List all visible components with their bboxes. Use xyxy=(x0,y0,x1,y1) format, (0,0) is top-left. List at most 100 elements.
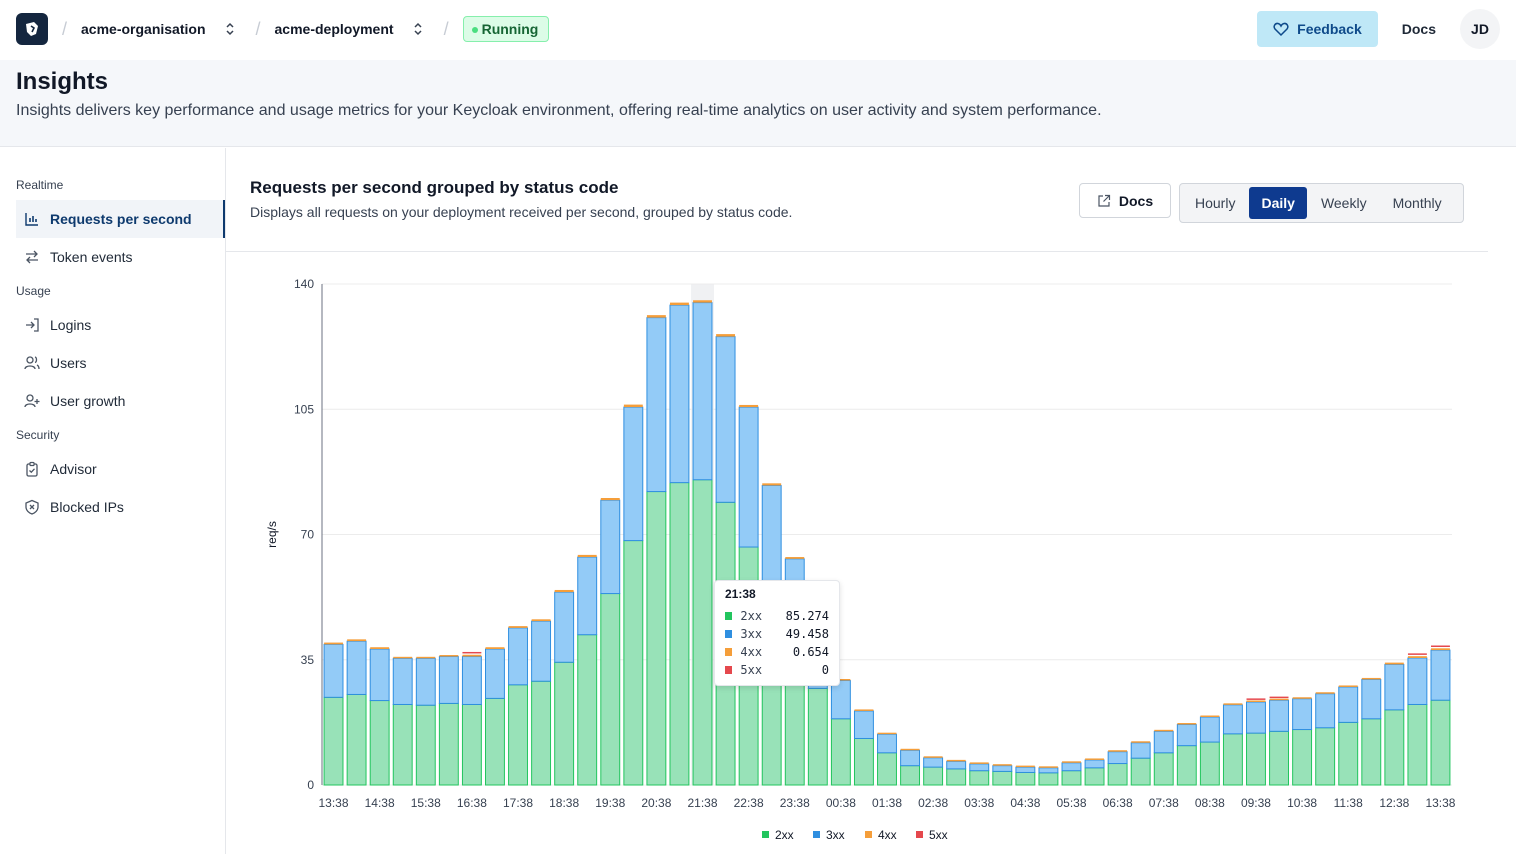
period-hourly[interactable]: Hourly xyxy=(1195,195,1236,211)
bar-2xx[interactable] xyxy=(1246,732,1266,786)
bar-3xx[interactable] xyxy=(738,406,759,548)
bar-2xx[interactable] xyxy=(323,696,344,786)
bar-3xx[interactable] xyxy=(1315,693,1336,729)
bar-2xx[interactable] xyxy=(646,491,667,786)
bar-2xx[interactable] xyxy=(853,737,874,786)
bar-4xx[interactable] xyxy=(531,619,551,622)
bar-3xx[interactable] xyxy=(623,406,644,542)
bar-4xx[interactable] xyxy=(831,679,851,681)
bar-4xx[interactable] xyxy=(1015,765,1035,768)
bar-4xx[interactable] xyxy=(1177,723,1197,725)
bar-2xx[interactable] xyxy=(1384,709,1405,786)
bar-2xx[interactable] xyxy=(669,482,690,786)
bar-3xx[interactable] xyxy=(669,304,690,484)
bar-4xx[interactable] xyxy=(1269,698,1289,701)
bar-4xx[interactable] xyxy=(324,642,343,645)
sidebar-item-advisor[interactable]: Advisor xyxy=(16,450,225,488)
bar-4xx[interactable] xyxy=(1407,656,1427,658)
bar-4xx[interactable] xyxy=(1246,700,1266,702)
bar-2xx[interactable] xyxy=(554,661,575,786)
bar-2xx[interactable] xyxy=(485,697,505,786)
bar-4xx[interactable] xyxy=(1315,692,1335,694)
bar-3xx[interactable] xyxy=(1130,742,1151,759)
docs-button[interactable]: Docs xyxy=(1079,183,1171,218)
bar-3xx[interactable] xyxy=(1107,751,1128,765)
deployment-selector[interactable]: acme-deployment xyxy=(275,21,424,37)
bar-3xx[interactable] xyxy=(877,733,897,754)
requests-chart[interactable]: 0 35 70 105 140 req/s 13:38 14:38 15:38 16:38 17:3… xyxy=(226,252,1516,854)
bar-4xx[interactable] xyxy=(1431,648,1450,651)
bar-3xx[interactable] xyxy=(485,648,505,699)
bar-4xx[interactable] xyxy=(1085,758,1105,760)
bar-2xx[interactable] xyxy=(1361,718,1382,786)
bar-2xx[interactable] xyxy=(1107,763,1128,786)
bar-4xx[interactable] xyxy=(554,589,574,593)
bar-3xx[interactable] xyxy=(415,657,436,706)
bar-4xx[interactable] xyxy=(1154,729,1174,732)
bar-3xx[interactable] xyxy=(577,556,598,636)
bar-2xx[interactable] xyxy=(508,684,528,786)
bar-4xx[interactable] xyxy=(462,654,482,657)
bar-5xx[interactable] xyxy=(1246,698,1266,700)
bar-2xx[interactable] xyxy=(577,634,598,786)
bar-2xx[interactable] xyxy=(877,752,897,786)
bar-3xx[interactable] xyxy=(531,620,552,682)
bar-4xx[interactable] xyxy=(992,764,1012,766)
period-monthly[interactable]: Monthly xyxy=(1392,195,1442,211)
bar-4xx[interactable] xyxy=(693,300,712,303)
bar-4xx[interactable] xyxy=(1108,750,1128,752)
bar-4xx[interactable] xyxy=(1292,697,1312,699)
bar-3xx[interactable] xyxy=(1176,724,1197,747)
bar-2xx[interactable] xyxy=(1222,733,1243,786)
bar-4xx[interactable] xyxy=(900,748,920,751)
organisation-selector[interactable]: acme-organisation xyxy=(81,21,235,37)
bar-3xx[interactable] xyxy=(1361,678,1382,720)
bar-5xx[interactable] xyxy=(1431,645,1450,648)
bar-4xx[interactable] xyxy=(854,709,874,711)
bar-3xx[interactable] xyxy=(900,749,921,767)
bar-5xx[interactable] xyxy=(1407,653,1427,655)
bar-3xx[interactable] xyxy=(392,657,413,705)
bar-3xx[interactable] xyxy=(461,656,482,705)
bar-4xx[interactable] xyxy=(577,554,597,558)
sidebar-item-requests-per-second[interactable]: Requests per second xyxy=(16,200,225,238)
feedback-button[interactable]: Feedback xyxy=(1257,11,1378,47)
bar-4xx[interactable] xyxy=(877,732,897,735)
bar-4xx[interactable] xyxy=(1338,685,1358,687)
bar-3xx[interactable] xyxy=(508,627,528,686)
bar-4xx[interactable] xyxy=(739,404,759,408)
sidebar-item-logins[interactable]: Logins xyxy=(16,306,225,344)
bar-3xx[interactable] xyxy=(992,765,1013,772)
period-weekly[interactable]: Weekly xyxy=(1320,195,1367,211)
bar-2xx[interactable] xyxy=(1130,757,1151,786)
bar-4xx[interactable] xyxy=(669,302,689,306)
bar-4xx[interactable] xyxy=(946,759,966,762)
bar-2xx[interactable] xyxy=(1176,745,1197,786)
bar-2xx[interactable] xyxy=(692,479,713,786)
sidebar-item-token-events[interactable]: Token events xyxy=(16,238,225,276)
bar-3xx[interactable] xyxy=(1407,657,1428,705)
bar-4xx[interactable] xyxy=(969,762,989,764)
bar-2xx[interactable] xyxy=(438,702,459,786)
bar-2xx[interactable] xyxy=(900,765,921,786)
bar-5xx[interactable] xyxy=(462,651,482,654)
bar-3xx[interactable] xyxy=(692,302,713,481)
bar-2xx[interactable] xyxy=(531,680,552,786)
bar-4xx[interactable] xyxy=(1062,761,1081,763)
bar-3xx[interactable] xyxy=(438,656,459,704)
bar-3xx[interactable] xyxy=(1384,663,1405,711)
bar-3xx[interactable] xyxy=(1222,704,1243,735)
bar-4xx[interactable] xyxy=(416,656,436,659)
bar-4xx[interactable] xyxy=(1131,741,1151,743)
bar-3xx[interactable] xyxy=(1430,649,1451,701)
bar-4xx[interactable] xyxy=(1361,677,1381,680)
bar-2xx[interactable] xyxy=(1269,730,1289,786)
bar-4xx[interactable] xyxy=(600,497,620,501)
bar-3xx[interactable] xyxy=(946,760,967,770)
bar-4xx[interactable] xyxy=(1200,715,1220,718)
bar-3xx[interactable] xyxy=(923,757,944,768)
bar-3xx[interactable] xyxy=(323,643,344,698)
bar-2xx[interactable] xyxy=(1338,721,1359,786)
app-logo[interactable] xyxy=(16,13,48,45)
bar-3xx[interactable] xyxy=(1292,698,1313,731)
